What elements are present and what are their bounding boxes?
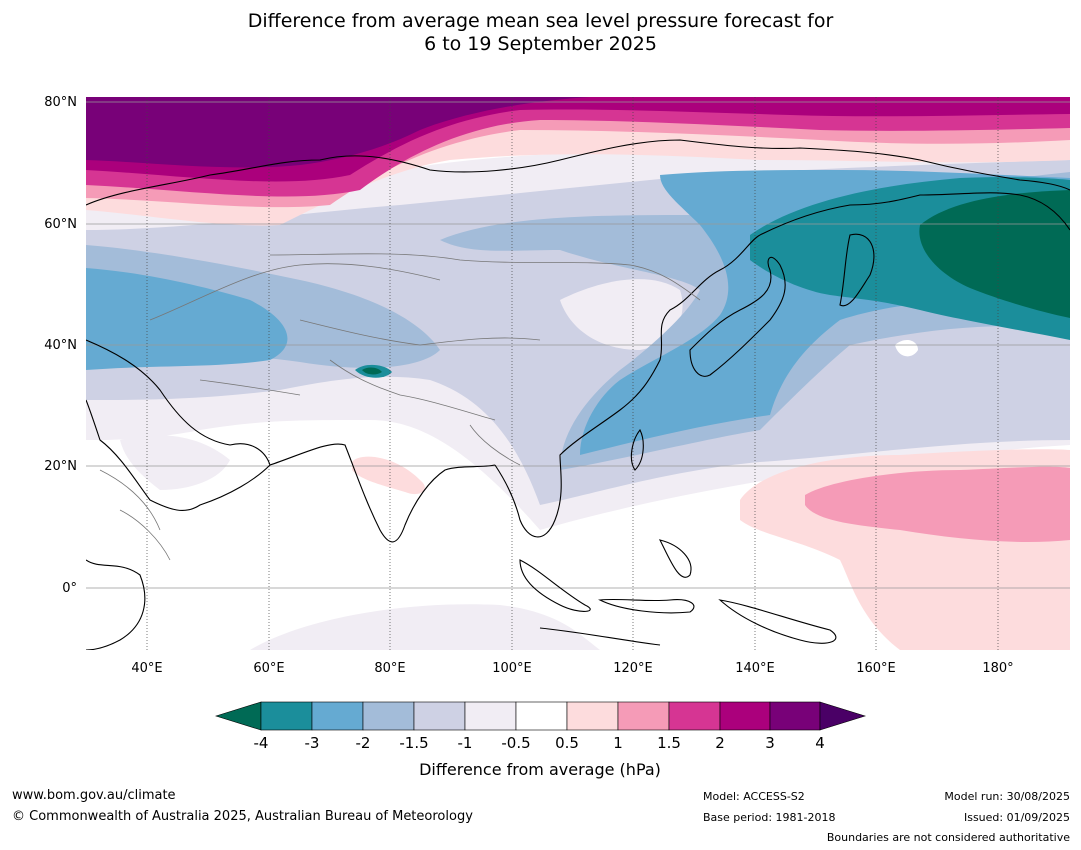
lat-label-0: 0° <box>62 581 77 596</box>
anomaly-minus-2-region <box>86 268 288 370</box>
latitude-gridlines <box>86 101 1070 589</box>
lon-label-100e: 100°E <box>492 661 532 676</box>
lon-label-60e: 60°E <box>253 661 284 676</box>
colorbar-segment <box>413 701 466 731</box>
colorbar-segment <box>260 701 313 731</box>
title-line-2: 6 to 19 September 2025 <box>424 33 657 55</box>
colorbar-segment <box>668 701 721 731</box>
map-title: Difference from average mean sea level p… <box>0 10 1081 56</box>
lat-label-20n: 20°N <box>44 459 77 474</box>
lon-label-40e: 40°E <box>131 661 162 676</box>
coastlines <box>86 139 1070 650</box>
lat-label-40n: 40°N <box>44 338 77 353</box>
colorbar-segment <box>311 701 364 731</box>
issued-date: Issued: 01/09/2025 <box>963 811 1070 824</box>
colorbar-tick-label: -1.5 <box>399 734 428 752</box>
colorbar-tick-label: 4 <box>815 734 825 752</box>
colorbar-segment <box>719 701 771 731</box>
lon-label-160e: 160°E <box>856 661 896 676</box>
colorbar-segment <box>515 701 568 731</box>
base-period: Base period: 1981-2018 <box>703 811 836 824</box>
lat-label-80n: 80°N <box>44 95 77 110</box>
colorbar-tick-label: 1 <box>613 734 623 752</box>
latitude-labels: 80°N 60°N 40°N 20°N 0° <box>44 95 77 596</box>
colorbar: -4 -3 -2 -1.5 -1 -0.5 0.5 1 1.5 2 3 4 Di… <box>214 701 867 779</box>
lon-label-180: 180° <box>982 661 1013 676</box>
anomaly-minus-4-region <box>919 190 1070 318</box>
country-borders <box>99 253 701 561</box>
title-line-1: Difference from average mean sea level p… <box>247 10 834 32</box>
colorbar-segment <box>769 701 821 731</box>
colorbar-segment <box>566 701 619 731</box>
colorbar-title: Difference from average (hPa) <box>419 760 661 779</box>
colorbar-segment <box>464 701 517 731</box>
colorbar-tick-label: 0.5 <box>555 734 579 752</box>
website-link[interactable]: www.bom.gov.au/climate <box>12 788 176 803</box>
colorbar-segment <box>362 701 415 731</box>
colorbar-tick-label: -2 <box>356 734 371 752</box>
copyright-text: © Commonwealth of Australia 2025, Austra… <box>12 809 473 824</box>
colorbar-low-extension <box>214 701 262 731</box>
lat-label-60n: 60°N <box>44 217 77 232</box>
anomaly-fields <box>86 97 1070 650</box>
longitude-gridlines <box>146 97 999 650</box>
colorbar-tick-label: 3 <box>765 734 775 752</box>
colorbar-high-extension <box>819 701 867 731</box>
lon-label-140e: 140°E <box>735 661 775 676</box>
colorbar-tick-label: -0.5 <box>501 734 530 752</box>
longitude-labels: 40°E 60°E 80°E 100°E 120°E 140°E 160°E 1… <box>131 661 1013 676</box>
anomaly-positive-pacific-mid <box>805 466 1070 542</box>
colorbar-tick-label: 2 <box>715 734 725 752</box>
colorbar-tick-label: 1.5 <box>657 734 681 752</box>
boundaries-disclaimer: Boundaries are not considered authoritat… <box>826 831 1070 844</box>
colorbar-tick-label: -3 <box>305 734 320 752</box>
colorbar-tick-label: -1 <box>458 734 473 752</box>
colorbar-segment <box>617 701 670 731</box>
anomaly-positive-north-3 <box>86 97 590 168</box>
model-name: Model: ACCESS-S2 <box>703 790 805 803</box>
colorbar-tick-label: -4 <box>254 734 269 752</box>
model-run-date: Model run: 30/08/2025 <box>944 790 1070 803</box>
lon-label-80e: 80°E <box>374 661 405 676</box>
lon-label-120e: 120°E <box>613 661 653 676</box>
